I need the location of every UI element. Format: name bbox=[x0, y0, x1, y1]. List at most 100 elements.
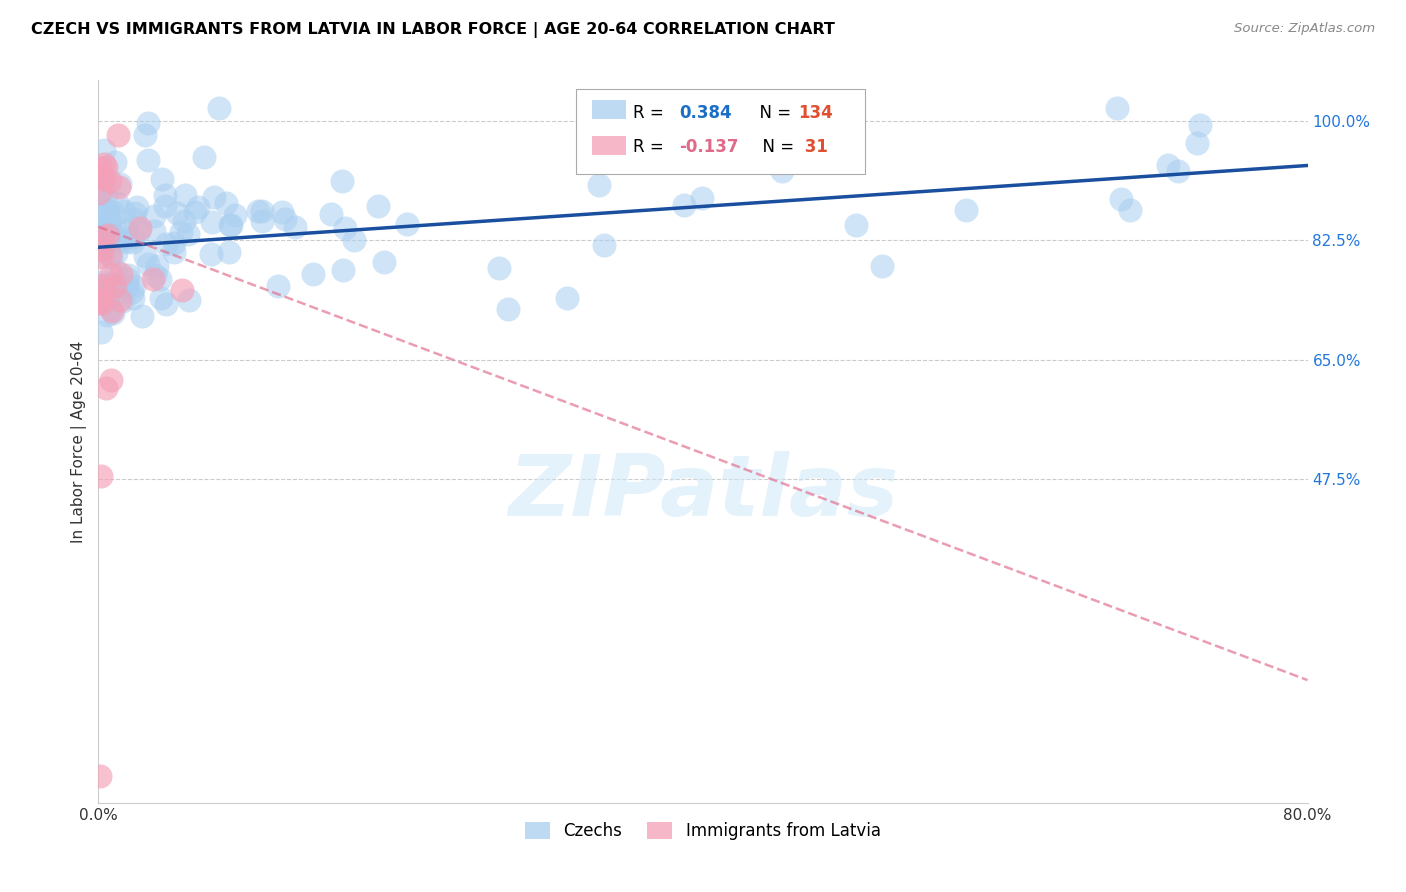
Point bbox=[131, 309, 153, 323]
Point bbox=[588, 178, 610, 193]
Point bbox=[1167, 163, 1189, 178]
Point bbox=[93, 230, 115, 244]
Point bbox=[104, 286, 127, 301]
Point bbox=[373, 255, 395, 269]
Point bbox=[112, 203, 135, 218]
Y-axis label: In Labor Force | Age 20-64: In Labor Force | Age 20-64 bbox=[72, 341, 87, 542]
Point bbox=[1185, 136, 1208, 150]
Point bbox=[267, 278, 290, 293]
Point bbox=[124, 206, 146, 220]
Text: 31: 31 bbox=[799, 138, 828, 156]
Point bbox=[101, 204, 124, 219]
Point bbox=[89, 219, 111, 234]
Point bbox=[170, 225, 193, 239]
Text: 134: 134 bbox=[799, 104, 834, 122]
Point bbox=[125, 200, 148, 214]
Point bbox=[89, 189, 111, 203]
Point bbox=[114, 235, 136, 250]
Point bbox=[122, 230, 145, 244]
Point bbox=[103, 276, 125, 290]
Point bbox=[330, 173, 353, 187]
Point bbox=[870, 259, 893, 273]
Point bbox=[90, 283, 112, 297]
Point bbox=[143, 268, 166, 282]
Point bbox=[219, 219, 242, 233]
Point bbox=[115, 223, 138, 237]
Point bbox=[163, 236, 186, 251]
Point bbox=[89, 249, 111, 263]
Point bbox=[100, 221, 122, 235]
Point bbox=[149, 291, 172, 305]
Text: ZIPatlas: ZIPatlas bbox=[508, 450, 898, 533]
Point bbox=[218, 245, 240, 260]
Point bbox=[110, 235, 132, 249]
Point bbox=[170, 283, 193, 297]
Point bbox=[101, 228, 124, 243]
Point bbox=[274, 211, 297, 226]
Point bbox=[496, 302, 519, 317]
Point bbox=[122, 211, 145, 226]
Point bbox=[150, 171, 173, 186]
Point bbox=[94, 381, 117, 395]
Point bbox=[1157, 158, 1180, 172]
Point bbox=[90, 296, 112, 310]
Point bbox=[94, 189, 117, 203]
Point bbox=[1188, 118, 1211, 132]
Point bbox=[145, 259, 167, 273]
Point bbox=[770, 164, 793, 178]
Point bbox=[108, 293, 131, 308]
Point bbox=[108, 180, 131, 194]
Point bbox=[100, 301, 122, 316]
Point bbox=[488, 260, 510, 275]
Point bbox=[673, 198, 696, 212]
Point bbox=[136, 153, 159, 168]
Point bbox=[94, 171, 117, 186]
Point bbox=[845, 218, 868, 232]
Point bbox=[90, 468, 112, 483]
Point bbox=[593, 237, 616, 252]
Point bbox=[173, 213, 195, 227]
Point bbox=[200, 247, 222, 261]
Point bbox=[149, 272, 172, 286]
Point bbox=[187, 200, 209, 214]
Point bbox=[110, 267, 132, 281]
Point bbox=[90, 244, 112, 258]
Point bbox=[104, 279, 127, 293]
Point bbox=[107, 128, 129, 142]
Point bbox=[91, 182, 114, 196]
Point bbox=[555, 291, 578, 305]
Point bbox=[93, 279, 115, 293]
Point bbox=[215, 195, 238, 210]
Point bbox=[155, 237, 177, 252]
Text: -0.137: -0.137 bbox=[679, 138, 738, 156]
Point bbox=[104, 264, 127, 278]
Point bbox=[89, 169, 111, 183]
Point bbox=[162, 245, 184, 260]
Point bbox=[90, 250, 112, 264]
Point bbox=[177, 227, 200, 241]
Point bbox=[93, 143, 115, 157]
Text: N =: N = bbox=[752, 138, 800, 156]
Point bbox=[121, 291, 143, 305]
Point bbox=[89, 239, 111, 253]
Text: R =: R = bbox=[633, 138, 669, 156]
Point bbox=[166, 206, 188, 220]
Point bbox=[690, 191, 713, 205]
Point bbox=[100, 267, 122, 281]
Point bbox=[96, 204, 118, 219]
Point bbox=[115, 278, 138, 293]
Point bbox=[97, 228, 120, 243]
Point bbox=[98, 248, 121, 262]
Point bbox=[193, 151, 215, 165]
Point bbox=[143, 224, 166, 238]
Point bbox=[179, 293, 201, 307]
Point bbox=[284, 220, 307, 235]
Point bbox=[1107, 101, 1129, 115]
Point bbox=[955, 203, 977, 218]
Point bbox=[128, 224, 150, 238]
Point bbox=[101, 303, 124, 318]
Point bbox=[90, 325, 112, 339]
Point bbox=[89, 293, 111, 307]
Point bbox=[98, 174, 121, 188]
Point bbox=[335, 221, 357, 235]
